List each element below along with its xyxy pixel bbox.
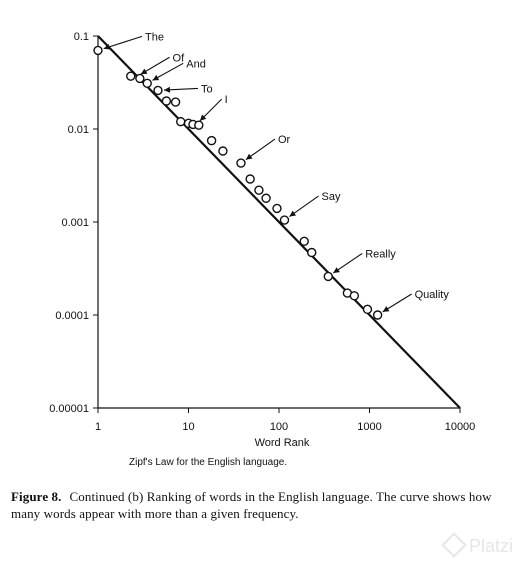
y-tick-label: 0.01 [68,124,89,136]
data-point [236,158,246,168]
chart-reference-line-group [97,35,461,409]
data-point [272,203,282,214]
annotation-arrowhead [333,267,340,274]
y-tick-label: 0.00001 [49,403,89,415]
data-point [261,193,271,203]
watermark-text: Platzi [468,536,513,556]
x-tick-label: 10000 [445,421,476,433]
data-point [254,185,264,195]
data-point [142,78,152,89]
y-tick-label: 0.001 [61,217,89,229]
data-point [372,310,383,320]
data-point [126,71,136,81]
x-tick-label: 1000 [357,421,381,433]
annotation-arrowhead [152,74,160,81]
data-point [362,304,373,315]
data-point [153,85,163,96]
x-tick-label: 1 [95,421,101,433]
annotation-arrowhead [163,86,171,93]
data-point [279,215,290,225]
data-point [176,116,186,127]
annotation-arrowhead [382,306,390,312]
data-point [194,120,204,130]
annotation-arrowhead [103,43,111,50]
figure-caption-text: Continued (b) Ranking of words in the En… [11,489,492,521]
zipf-chart: 1 10 100 1000 10000 0.1 0.01 0.001 0.0001 0.00001… [49,31,475,449]
annotation-arrowhead [289,210,297,217]
data-point [161,96,172,106]
chart-ticks: 1 10 100 1000 10000 0.1 0.01 0.001 0.0001 0.00001 [49,31,475,433]
data-point [245,174,255,184]
y-tick-label: 0.0001 [55,310,89,322]
annotation-arrowhead [245,153,253,160]
annotation-arrowhead [199,114,207,121]
x-axis-title: Word Rank [255,437,310,449]
data-point [170,97,181,107]
platzi-logo-icon [441,532,467,558]
annotation-leader [103,35,143,50]
x-tick-label: 10 [182,421,194,433]
annotation-label: Say [321,191,340,203]
watermark: Platzi [441,532,513,558]
annotation-label: And [186,58,206,70]
data-point [299,236,309,247]
y-tick-label: 0.1 [74,31,89,43]
annotation-label: Or [278,134,291,146]
data-point [218,146,228,156]
data-point [206,135,217,146]
annotation-label: Of [173,52,186,64]
chart-subcaption: Zipf's Law for the English language. [129,457,288,468]
data-point [135,73,145,84]
chart-points [93,45,383,320]
annotation-label: Really [365,248,396,260]
data-point [349,291,360,301]
annotation-label: I [225,94,228,106]
annotation-label: Quality [415,289,450,301]
annotation-label: To [201,83,213,95]
annotation-arrowhead [140,68,148,75]
data-point [307,247,317,258]
annotation-label: The [145,31,164,43]
figure-label: Figure 8. [11,489,62,504]
data-point [93,45,103,56]
figure-caption: Figure 8. Continued (b) Ranking of words … [11,488,511,522]
reference-line [97,35,461,409]
data-point [323,271,333,282]
x-tick-label: 100 [270,421,288,433]
